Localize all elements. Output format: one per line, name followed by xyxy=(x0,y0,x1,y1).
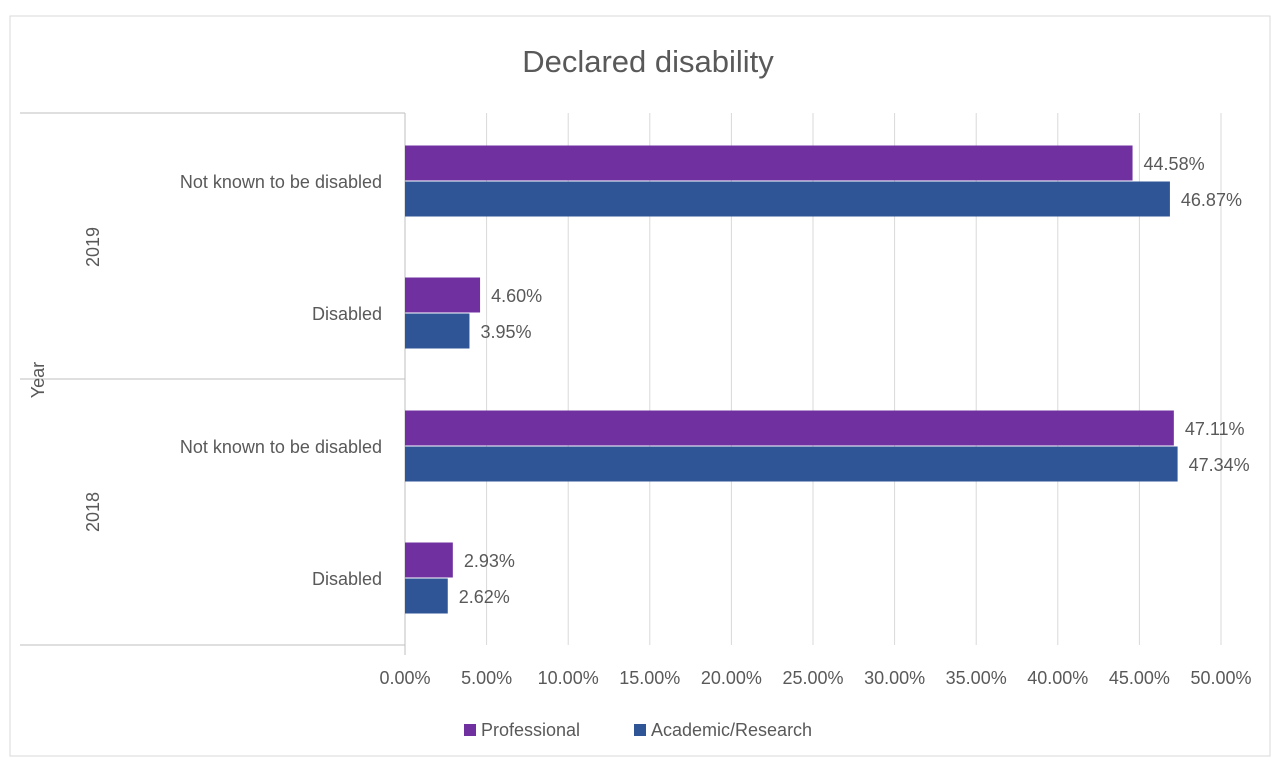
x-tick-label: 25.00% xyxy=(782,668,843,688)
bar-professional xyxy=(405,542,453,578)
category-label: Disabled xyxy=(312,569,382,589)
x-tick-label: 10.00% xyxy=(538,668,599,688)
data-label: 44.58% xyxy=(1144,154,1205,174)
data-label: 2.62% xyxy=(459,587,510,607)
y-axis-title: Year xyxy=(28,362,48,398)
data-label: 3.95% xyxy=(480,322,531,342)
category-labels: 2019 Not known to be disabled Disabled 2018… xyxy=(83,172,382,589)
data-label: 46.87% xyxy=(1181,190,1242,210)
x-tick-label: 0.00% xyxy=(379,668,430,688)
legend-label: Professional xyxy=(481,720,580,740)
bar-academic-research xyxy=(405,446,1178,482)
data-label: 47.34% xyxy=(1189,455,1250,475)
group-label: 2019 xyxy=(83,227,103,267)
x-tick-label: 20.00% xyxy=(701,668,762,688)
legend-swatch xyxy=(464,724,476,736)
bar-academic-research xyxy=(405,313,470,349)
bar-professional xyxy=(405,410,1174,446)
data-label: 2.93% xyxy=(464,551,515,571)
bar-academic-research xyxy=(405,181,1170,217)
category-label: Not known to be disabled xyxy=(180,437,382,457)
bar-academic-research xyxy=(405,578,448,614)
x-tick-label: 40.00% xyxy=(1027,668,1088,688)
x-tick-label: 15.00% xyxy=(619,668,680,688)
bars xyxy=(405,145,1178,614)
category-label: Disabled xyxy=(312,304,382,324)
category-label: Not known to be disabled xyxy=(180,172,382,192)
chart-border xyxy=(9,15,1271,757)
data-labels: 44.58% 4.60% 47.11% 2.93% 46.87% 3.95% 47.34% 2… xyxy=(459,154,1250,607)
bar-professional xyxy=(405,145,1133,181)
x-tick-label: 35.00% xyxy=(946,668,1007,688)
data-label: 47.11% xyxy=(1185,419,1245,439)
legend-swatch xyxy=(634,724,646,736)
chart-title: Declared disability xyxy=(522,44,774,79)
data-label: 4.60% xyxy=(491,286,542,306)
group-label: 2018 xyxy=(83,492,103,532)
x-tick-label: 30.00% xyxy=(864,668,925,688)
bar-professional xyxy=(405,277,481,313)
x-tick-label: 5.00% xyxy=(461,668,512,688)
x-tick-label: 50.00% xyxy=(1190,668,1251,688)
x-tick-labels: 0.00% 5.00% 10.00% 15.00% 20.00% 25.00% 30.00%… xyxy=(379,668,1251,688)
x-tick-label: 45.00% xyxy=(1109,668,1170,688)
legend-label: Academic/Research xyxy=(651,720,812,740)
legend: Professional Academic/Research xyxy=(464,720,812,740)
